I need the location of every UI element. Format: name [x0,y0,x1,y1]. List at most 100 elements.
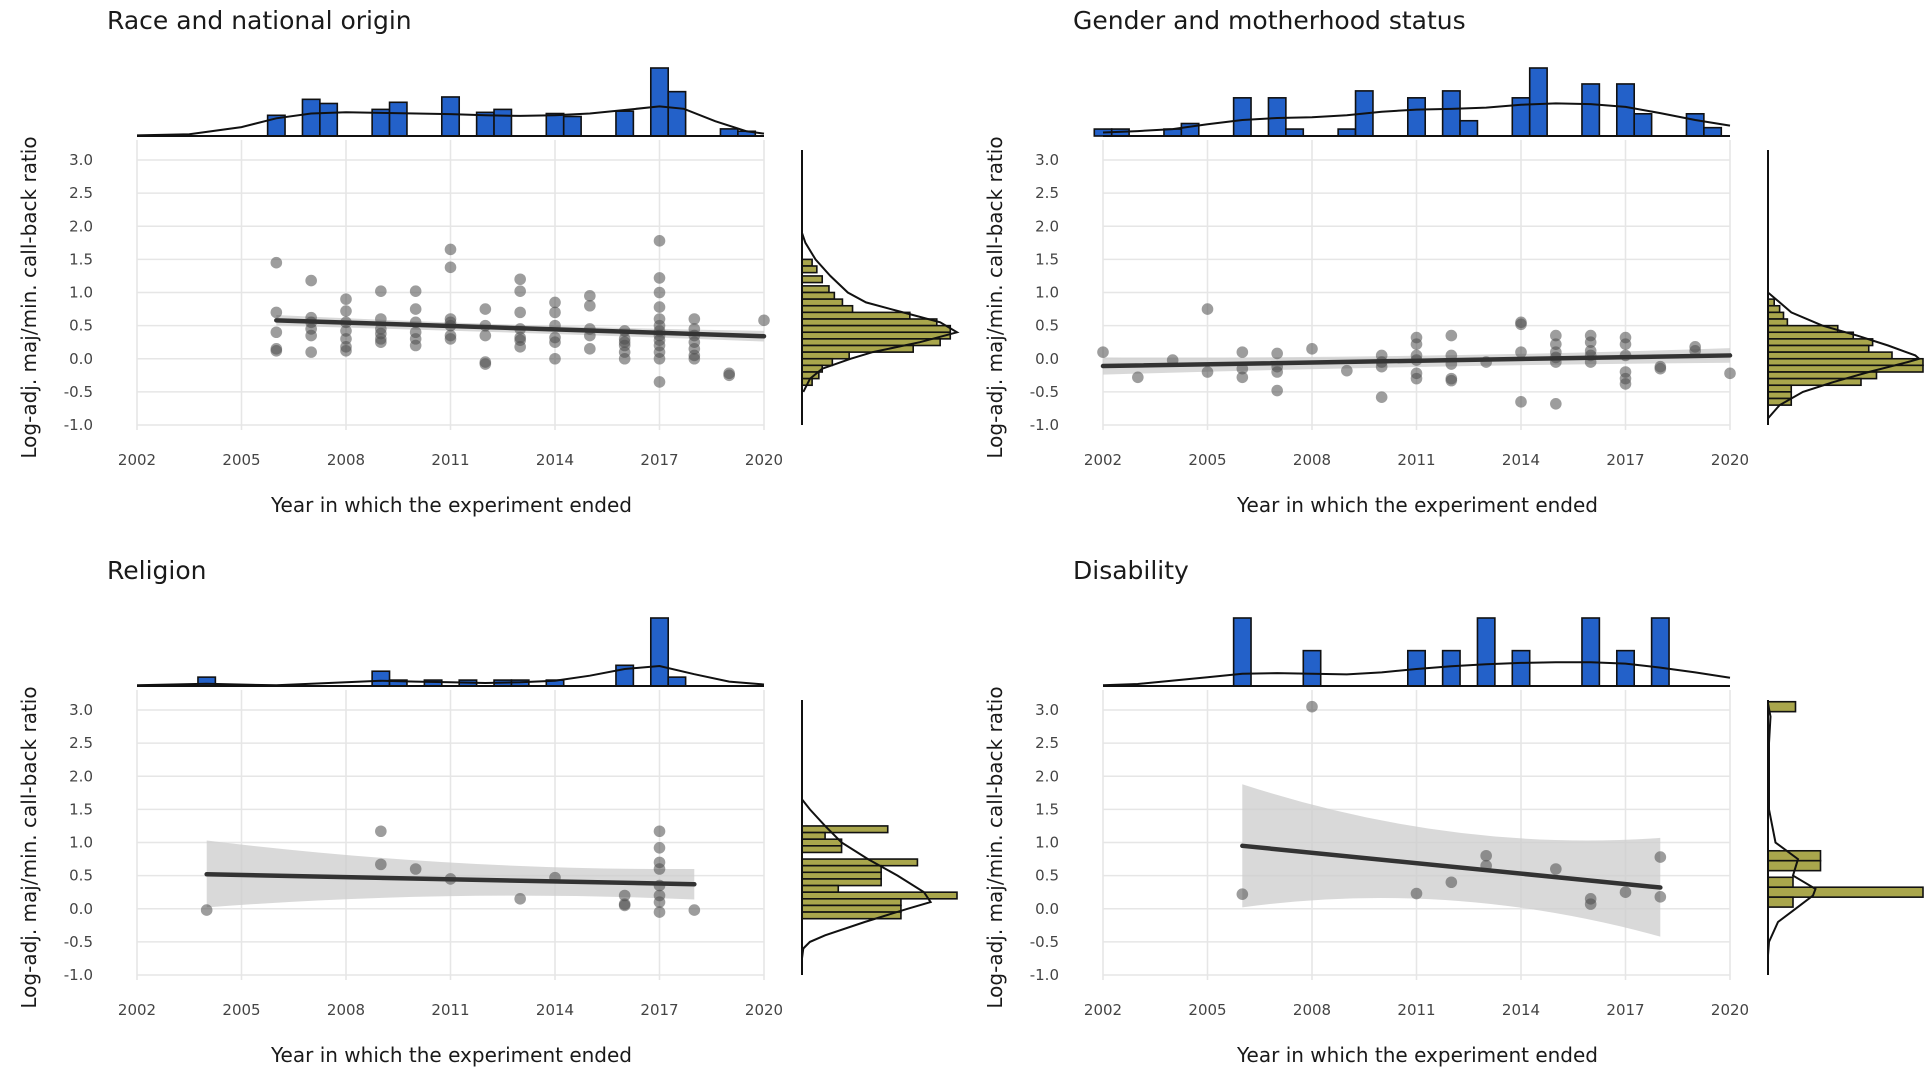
data-point [618,899,631,912]
data-point [758,314,770,327]
y-tick-label: 0.0 [69,900,93,918]
x-axis-title: Year in which the experiment ended [270,493,632,517]
x-tick-label: 2014 [536,1001,574,1019]
y-tick-label: 0.0 [1035,350,1059,368]
x-tick-label: 2002 [118,451,156,469]
top-density-curve [1102,102,1731,134]
data-point [479,329,492,342]
data-point [340,305,352,317]
x-tick-label: 2020 [1711,1001,1749,1019]
side-histogram-bar [801,331,952,340]
panel-title: Race and national origin [107,6,412,35]
x-tick-label: 2002 [1084,1001,1122,1019]
side-histogram-bar [801,357,834,367]
y-tick-label: -0.5 [64,383,93,401]
x-tick-label: 2005 [1188,1001,1226,1019]
side-histogram-bar [801,864,882,874]
x-tick-label: 2008 [327,451,365,469]
side-histogram-bar [801,825,889,834]
top-histogram-bar [615,110,635,137]
confidence-band [1242,784,1661,937]
data-point [1445,876,1458,889]
data-point [1584,898,1597,910]
x-tick-label: 2020 [745,451,783,469]
side-histogram-bar [801,891,958,900]
side-histogram-bar [801,291,836,300]
data-point [1201,303,1214,315]
x-tick-label: 2020 [745,1001,783,1019]
data-point [653,286,666,299]
top-histogram-bar [371,670,391,687]
y-tick-label: 2.5 [1035,734,1059,752]
x-tick-label: 2005 [222,1001,260,1019]
side-histogram-bar [801,258,813,267]
y-tick-label: 3.0 [69,701,93,719]
data-point [479,358,492,370]
side-density-curve [1767,703,1817,956]
y-tick-label: 0.5 [1035,317,1059,335]
data-point [1410,887,1423,900]
data-point [444,333,457,345]
x-tick-label: 2008 [1293,451,1331,469]
panel-4: Disability 2002 2005 2008 2011 2014 2017 2020 3.… [983,556,1924,1067]
data-point [618,352,631,365]
side-histogram-bar [801,265,818,274]
top-histogram-bar [1285,128,1305,137]
y-tick-label: 2.0 [69,767,93,785]
data-point [653,825,666,838]
data-point [514,893,526,905]
y-tick-label: 1.0 [69,834,93,852]
data-point [549,336,561,348]
x-tick-label: 2014 [1502,1001,1540,1019]
top-histogram-bar [1441,649,1461,687]
x-tick-label: 2011 [431,1001,469,1019]
side-histogram-bar [801,304,854,314]
data-point [653,376,666,388]
data-point [723,369,735,382]
panel-3: Religion 2002 2005 2008 2011 2014 2017 2020 3.0 2… [17,556,958,1067]
side-histogram-bar [801,285,830,294]
data-point [305,274,317,287]
top-histogram-bar [1633,112,1653,137]
top-histogram-bar [649,617,670,687]
data-point [1724,367,1736,380]
data-point [1619,378,1632,390]
data-point [653,235,666,247]
side-density-curve [1767,291,1922,420]
data-point [409,863,422,875]
data-point [1236,371,1249,384]
y-axis-title: Log-adj. maj/min. call-back ratio [17,136,41,458]
panel-1: Race and national origin 2002 2005 2008 2011… [17,6,960,517]
top-histogram-bar [667,676,687,687]
data-point [1306,700,1318,713]
x-tick-label: 2011 [1397,451,1435,469]
y-tick-label: 1.5 [1035,800,1059,818]
data-point [409,285,422,297]
y-tick-label: -0.5 [1030,383,1059,401]
top-histogram-bar [388,101,408,137]
data-point [479,303,492,315]
data-point [1236,888,1249,900]
x-tick-label: 2020 [1711,451,1749,469]
top-histogram-bar [1441,90,1461,137]
data-point [1271,347,1283,360]
y-tick-label: 2.0 [1035,217,1059,235]
side-histogram-bar [801,351,850,360]
data-point [1201,366,1214,378]
data-point [653,842,666,854]
top-histogram-bar [1406,97,1427,137]
x-tick-label: 2008 [1293,1001,1331,1019]
y-tick-label: 3.0 [1035,151,1059,169]
y-tick-label: 0.5 [69,317,93,335]
side-histogram-bar [1767,896,1794,908]
data-point [584,290,596,302]
data-point [270,326,283,339]
data-point [1375,360,1388,373]
y-tick-label: 3.0 [1035,701,1059,719]
data-point [375,858,387,871]
x-tick-label: 2017 [640,451,678,469]
data-point [1550,398,1562,410]
top-histogram-bar [1302,649,1322,687]
side-histogram-bar [801,884,840,893]
y-tick-label: 0.0 [69,350,93,368]
